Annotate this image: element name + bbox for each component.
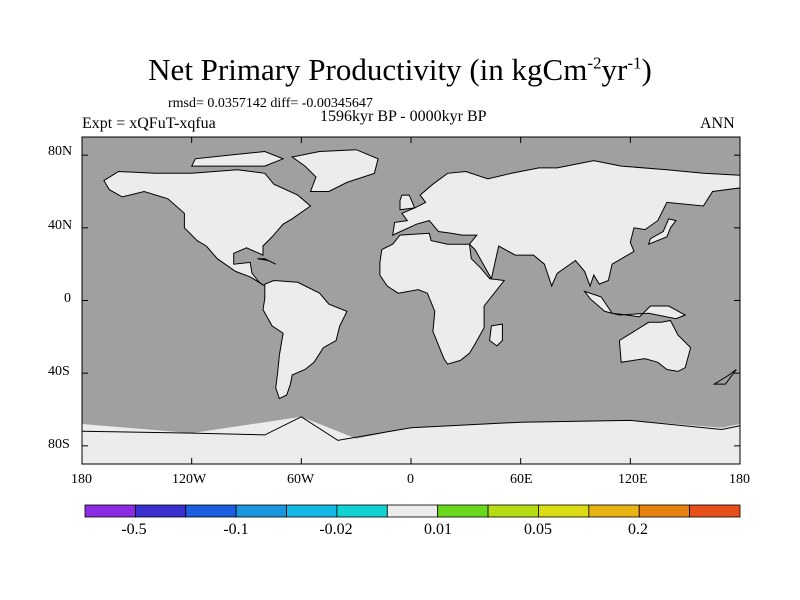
colorbar-swatch-0 xyxy=(84,504,136,518)
coast-eurasia xyxy=(392,160,741,288)
y-tick-label-40n: 40N xyxy=(48,218,73,233)
colorbar-label-neg-0-02: -0.02 xyxy=(319,521,353,538)
coast-new-zealand xyxy=(712,369,737,385)
season-label: ANN xyxy=(700,115,735,132)
colorbar-label-neg-0-1: -0.1 xyxy=(223,521,249,538)
coast-australia xyxy=(618,319,692,372)
landmass-africa xyxy=(379,233,505,365)
y-tick-label-40s: 40S xyxy=(48,364,70,379)
colorbar-swatch-1 xyxy=(134,504,187,518)
x-tick-label-60w: 60W xyxy=(287,472,315,487)
landmass-indonesia xyxy=(584,291,686,319)
landmass-north-america xyxy=(103,169,311,286)
landmass-uk xyxy=(400,195,415,210)
x-tick-label-120e: 120E xyxy=(618,472,648,487)
y-tick-label-0: 0 xyxy=(64,291,71,306)
coast-uk xyxy=(399,194,416,211)
colorbar-swatch-6 xyxy=(386,504,439,518)
land-masses xyxy=(82,149,740,464)
coast-madagascar xyxy=(489,323,503,347)
colorbar-label-neg-0-5: -0.5 xyxy=(121,521,147,538)
coast-japan xyxy=(647,218,677,246)
colorbar-swatch-7 xyxy=(437,504,489,518)
x-tick-label-0: 0 xyxy=(407,472,414,487)
landmass-madagascar xyxy=(489,324,503,346)
subtitle: 1596kyr BP - 0000kyr BP xyxy=(320,108,487,125)
landmass-south-america xyxy=(263,280,347,399)
colorbar-swatch-3 xyxy=(235,504,287,518)
landmass-australia xyxy=(619,320,691,372)
coast-cuba xyxy=(257,258,276,265)
experiment-label: Expt = xQFuT-xqfua xyxy=(82,115,216,132)
colorbar-swatch-2 xyxy=(185,504,237,518)
colorbar-label-0-01: 0.01 xyxy=(424,521,452,538)
coast-antarctica xyxy=(81,416,741,441)
colorbar-swatch-12 xyxy=(689,504,741,518)
colorbar-swatch-10 xyxy=(588,504,640,518)
landmass-japan xyxy=(648,218,676,245)
colorbar-swatch-11 xyxy=(638,504,691,518)
colorbar-swatch-5 xyxy=(336,504,388,518)
coast-greenland xyxy=(290,149,379,192)
landmass-antarctica xyxy=(82,416,740,464)
landmass-eurasia xyxy=(392,160,740,286)
coast-africa xyxy=(379,232,506,365)
colorbar-label-0-05: 0.05 xyxy=(524,521,552,538)
coastlines xyxy=(81,149,741,441)
x-tick-label-60e: 60E xyxy=(510,472,533,487)
colorbar-swatch-4 xyxy=(286,504,338,518)
colorbar-swatch-8 xyxy=(487,504,539,518)
y-tick-label-80n: 80N xyxy=(48,144,73,159)
colorbar xyxy=(84,504,741,518)
landmass-arctic-islands xyxy=(191,151,284,167)
x-tick-label-120w: 120W xyxy=(172,472,207,487)
coast-arctic-islands xyxy=(190,150,285,167)
map-title: Net Primary Productivity (in kgCm-2yr-1) xyxy=(148,52,652,87)
colorbar-label-0-2: 0.2 xyxy=(628,521,648,538)
colorbar-swatch-9 xyxy=(538,504,590,518)
y-tick-label-80s: 80S xyxy=(48,437,70,452)
x-tick-label-180e: 180 xyxy=(729,472,750,487)
stats-line: rmsd= 0.0357142 diff= -0.00345647 xyxy=(168,96,373,111)
x-tick-label-180w: 180 xyxy=(71,472,92,487)
landmass-greenland xyxy=(292,149,379,192)
coast-indonesia xyxy=(583,290,687,320)
axis-ticks xyxy=(81,137,741,464)
coast-south-america xyxy=(262,279,348,400)
coast-north-america xyxy=(103,169,312,287)
